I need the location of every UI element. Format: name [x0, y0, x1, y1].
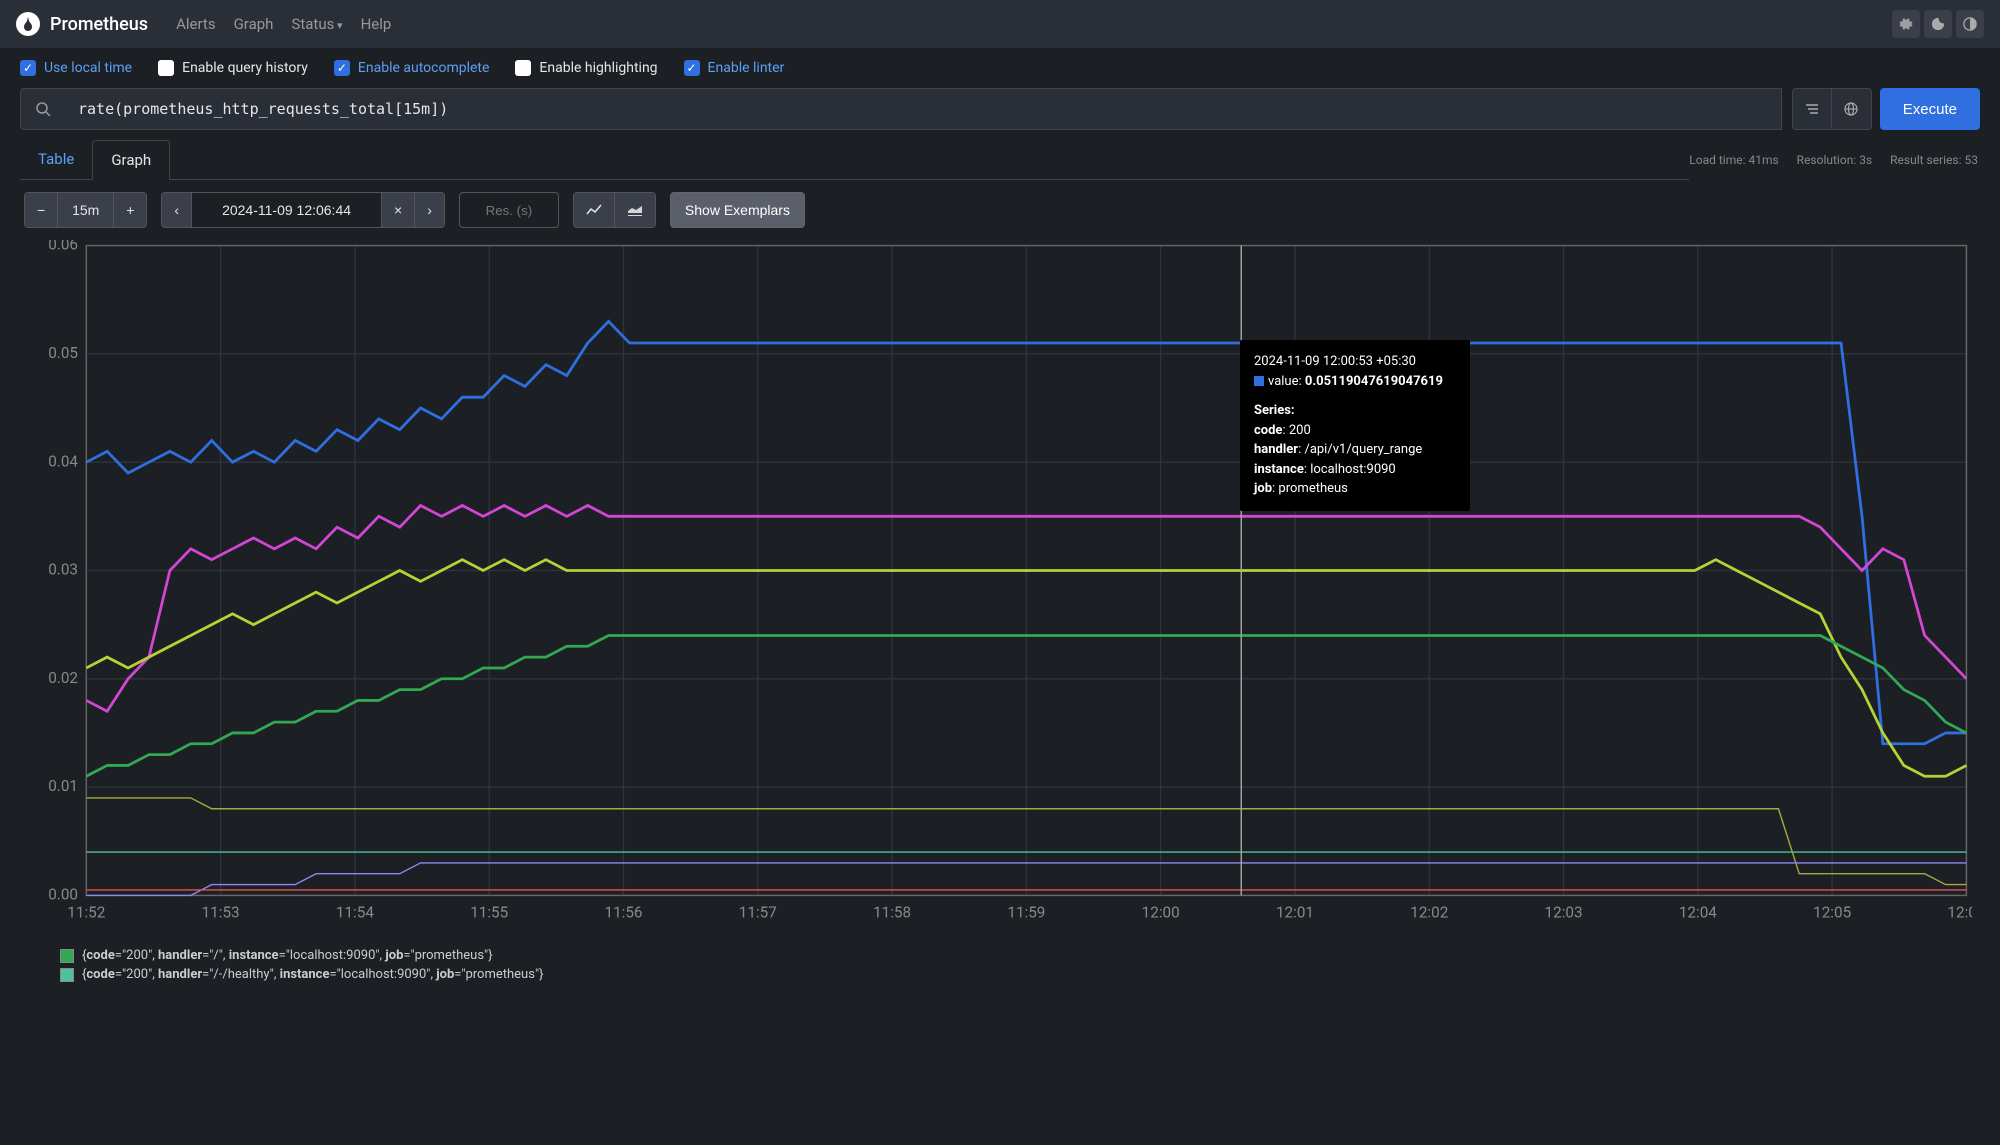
- svg-text:11:56: 11:56: [604, 904, 642, 922]
- nav-link-help[interactable]: Help: [361, 15, 392, 33]
- navbar: Prometheus Alerts Graph Status Help: [0, 0, 2000, 48]
- checkbox-label: Use local time: [44, 60, 132, 76]
- option-enable-linter[interactable]: ✓ Enable linter: [684, 60, 785, 76]
- tab-graph[interactable]: Graph: [92, 140, 170, 180]
- svg-text:0.05: 0.05: [48, 344, 78, 362]
- svg-text:12:05: 12:05: [1813, 904, 1851, 922]
- result-series: Result series: 53: [1890, 153, 1978, 167]
- checkbox-label: Enable highlighting: [539, 60, 657, 76]
- checkbox-label: Enable linter: [708, 60, 785, 76]
- option-enable-autocomplete[interactable]: ✓ Enable autocomplete: [334, 60, 490, 76]
- svg-text:12:03: 12:03: [1545, 904, 1583, 922]
- legend: {code="200", handler="/", instance="loca…: [0, 948, 2000, 1006]
- line-chart-icon[interactable]: [574, 193, 614, 227]
- checkbox-icon: ✓: [684, 60, 700, 76]
- navbar-right: [1892, 10, 1984, 38]
- tooltip-value: value: 0.05119047619047619: [1254, 372, 1456, 392]
- range-input[interactable]: [57, 193, 113, 227]
- legend-item[interactable]: {code="200", handler="/-/healthy", insta…: [60, 967, 1940, 982]
- time-next-button[interactable]: ›: [414, 193, 444, 227]
- search-icon[interactable]: [20, 88, 64, 130]
- tooltip: 2024-11-09 12:00:53 +05:30value: 0.05119…: [1240, 340, 1470, 511]
- time-nav: ‹ × ›: [161, 192, 445, 228]
- option-enable-query-history[interactable]: Enable query history: [158, 60, 308, 76]
- nav-link-graph[interactable]: Graph: [234, 15, 274, 33]
- svg-text:11:55: 11:55: [470, 904, 508, 922]
- globe-icon[interactable]: [1832, 88, 1872, 130]
- svg-text:11:52: 11:52: [67, 904, 105, 922]
- contrast-icon[interactable]: [1956, 10, 1984, 38]
- svg-text:12:04: 12:04: [1679, 904, 1717, 922]
- svg-text:12:06: 12:06: [1947, 904, 1972, 922]
- time-prev-button[interactable]: ‹: [162, 193, 191, 227]
- tab-table[interactable]: Table: [20, 140, 92, 179]
- load-time: Load time: 41ms: [1689, 153, 1778, 167]
- svg-text:12:02: 12:02: [1410, 904, 1448, 922]
- chart[interactable]: 0.00 0.01 0.02 0.03 0.04 0.05 0.06 11:52 11:53 11…: [28, 240, 1972, 934]
- tab-row: Table Graph Load time: 41ms Resolution: …: [0, 140, 2000, 180]
- show-exemplars-button[interactable]: Show Exemplars: [670, 192, 805, 228]
- svg-text:0.02: 0.02: [48, 669, 78, 687]
- query-metrics: Load time: 41ms Resolution: 3s Result se…: [1689, 153, 1980, 167]
- option-enable-highlighting[interactable]: Enable highlighting: [515, 60, 657, 76]
- checkbox-icon: [158, 60, 174, 76]
- nav-link-alerts[interactable]: Alerts: [176, 15, 216, 33]
- svg-text:0.04: 0.04: [48, 452, 78, 470]
- tooltip-label: instance: localhost:9090: [1254, 460, 1456, 480]
- moon-icon[interactable]: [1924, 10, 1952, 38]
- checkbox-icon: ✓: [20, 60, 36, 76]
- svg-text:0.06: 0.06: [48, 240, 78, 254]
- tooltip-label: code: 200: [1254, 421, 1456, 441]
- chart-type-group: [573, 192, 656, 228]
- legend-swatch: [60, 949, 74, 963]
- gear-icon[interactable]: [1892, 10, 1920, 38]
- tooltip-timestamp: 2024-11-09 12:00:53 +05:30: [1254, 352, 1456, 372]
- graph-toolbar: − + ‹ × › Show Exemplars: [0, 180, 2000, 240]
- execute-button[interactable]: Execute: [1880, 88, 1980, 130]
- brand-title: Prometheus: [50, 14, 148, 35]
- query-row: Execute: [0, 88, 2000, 140]
- tooltip-series-heading: Series:: [1254, 401, 1456, 421]
- checkbox-icon: [515, 60, 531, 76]
- time-input[interactable]: [191, 193, 381, 227]
- svg-text:0.01: 0.01: [48, 777, 78, 795]
- svg-text:11:57: 11:57: [739, 904, 777, 922]
- prometheus-logo-icon: [16, 12, 40, 36]
- chart-area: 0.00 0.01 0.02 0.03 0.04 0.05 0.06 11:52 11:53 11…: [0, 240, 2000, 944]
- tooltip-label: job: prometheus: [1254, 479, 1456, 499]
- resolution: Resolution: 3s: [1797, 153, 1872, 167]
- nav-link-status[interactable]: Status: [291, 15, 342, 33]
- range-decrease-button[interactable]: −: [25, 193, 57, 227]
- legend-label: {code="200", handler="/-/healthy", insta…: [82, 967, 544, 982]
- checkbox-label: Enable autocomplete: [358, 60, 490, 76]
- svg-text:11:59: 11:59: [1007, 904, 1045, 922]
- brand[interactable]: Prometheus: [16, 12, 148, 36]
- query-input[interactable]: [64, 88, 1782, 130]
- svg-text:11:53: 11:53: [202, 904, 240, 922]
- legend-label: {code="200", handler="/", instance="loca…: [82, 948, 493, 963]
- legend-swatch: [60, 968, 74, 982]
- tooltip-label: handler: /api/v1/query_range: [1254, 440, 1456, 460]
- svg-text:11:54: 11:54: [336, 904, 374, 922]
- resolution-input[interactable]: [459, 192, 559, 228]
- svg-text:0.03: 0.03: [48, 561, 78, 579]
- time-clear-button[interactable]: ×: [381, 193, 414, 227]
- nav-links: Alerts Graph Status Help: [176, 15, 391, 33]
- svg-text:0.00: 0.00: [48, 886, 78, 904]
- legend-item[interactable]: {code="200", handler="/", instance="loca…: [60, 948, 1940, 963]
- option-use-local-time[interactable]: ✓ Use local time: [20, 60, 132, 76]
- range-increase-button[interactable]: +: [113, 193, 146, 227]
- checkbox-label: Enable query history: [182, 60, 308, 76]
- range-stepper: − +: [24, 192, 147, 228]
- stacked-chart-icon[interactable]: [614, 193, 655, 227]
- svg-text:12:01: 12:01: [1276, 904, 1314, 922]
- options-bar: ✓ Use local time Enable query history ✓ Enab…: [0, 48, 2000, 88]
- checkbox-icon: ✓: [334, 60, 350, 76]
- svg-text:11:58: 11:58: [873, 904, 911, 922]
- format-query-icon[interactable]: [1792, 88, 1832, 130]
- svg-text:12:00: 12:00: [1142, 904, 1180, 922]
